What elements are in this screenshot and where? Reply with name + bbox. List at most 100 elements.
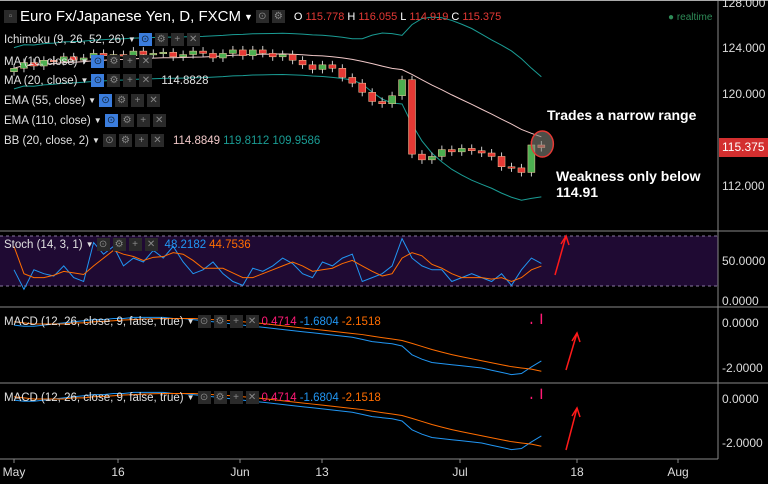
eye-icon[interactable]: ⊙	[96, 238, 110, 251]
macd-signal-value: -2.1518	[341, 315, 381, 328]
plus-icon[interactable]: +	[123, 74, 137, 87]
eye-icon[interactable]: ⊙	[91, 55, 105, 68]
time-tick: Jul	[452, 465, 468, 479]
candle-body	[497, 156, 506, 167]
realtime-status: ● realtime	[668, 12, 713, 23]
candle-body	[159, 51, 167, 54]
stoch-tick: 50.0000	[722, 254, 766, 268]
eye-icon[interactable]: ⊙	[104, 114, 118, 127]
red-arrow-icon	[565, 407, 578, 451]
eye-icon[interactable]: ⊙	[99, 94, 113, 107]
stoch-legend[interactable]: Stoch (14, 3, 1) ▼ ⊙ ⚙ + ✕ 48.2182 44.7536	[4, 238, 251, 251]
gear-icon[interactable]: ⚙	[271, 10, 285, 23]
symbol-title[interactable]: Euro Fx/Japanese Yen, D, FXCM	[20, 8, 241, 25]
eye-icon[interactable]: ⊙	[102, 134, 116, 147]
chevron-down-icon[interactable]: ▼	[186, 317, 195, 326]
chevron-down-icon[interactable]: ▼	[80, 76, 89, 85]
price-tick: 112.000	[722, 179, 765, 193]
eye-icon[interactable]: ⊙	[197, 315, 211, 328]
bb-upper-line	[13, 16, 542, 78]
plus-icon[interactable]: +	[170, 33, 184, 46]
annotation-weakness: Weakness only below	[556, 168, 701, 184]
gear-icon[interactable]: ⚙	[107, 74, 121, 87]
eye-icon[interactable]: ⊙	[255, 10, 269, 23]
red-arrow-head-icon	[571, 406, 581, 418]
chevron-down-icon[interactable]: ▼	[127, 35, 136, 44]
indicator-ichimoku[interactable]: Ichimoku (9, 26, 52, 26) ▼ ⊙ ⚙ + ✕	[4, 33, 200, 46]
last-price-label: 115.375	[719, 138, 768, 157]
candle-body	[428, 156, 436, 161]
indicator-label: Ichimoku (9, 26, 52, 26)	[4, 33, 125, 46]
macd-legend[interactable]: MACD (12, 26, close, 9, false, true) ▼ ⊙ ⚙ +…	[4, 315, 381, 328]
close-icon[interactable]: ✕	[147, 94, 161, 107]
eye-icon[interactable]: ⊙	[91, 74, 105, 87]
eye-icon[interactable]: ⊙	[138, 33, 152, 46]
collapse-icon[interactable]: ▫	[4, 10, 17, 23]
time-tick: Jun	[230, 465, 250, 479]
chevron-down-icon[interactable]: ▼	[92, 136, 100, 145]
candle-body	[249, 49, 257, 56]
gear-icon[interactable]: ⚙	[115, 94, 129, 107]
price-tick: 124.000	[722, 41, 766, 55]
candle-body	[338, 68, 347, 78]
close-icon[interactable]: ✕	[150, 134, 164, 147]
red-arrow-icon	[554, 235, 567, 276]
candle-body	[517, 167, 526, 173]
indicator-ema55[interactable]: EMA (55, close) ▼ ⊙ ⚙ + ✕	[4, 94, 161, 107]
macd-line	[13, 391, 542, 451]
candle-body	[477, 150, 486, 154]
chevron-down-icon[interactable]: ▼	[88, 96, 97, 105]
plus-icon[interactable]: +	[134, 134, 148, 147]
close-icon[interactable]: ✕	[245, 391, 259, 404]
chart-title-row: ▫ Euro Fx/Japanese Yen, D, FXCM ▼ ⊙ ⚙ O 11…	[4, 8, 501, 25]
candle-body	[348, 77, 357, 84]
gear-icon[interactable]: ⚙	[213, 391, 227, 404]
chevron-down-icon[interactable]: ▼	[243, 11, 253, 22]
close-icon[interactable]: ✕	[186, 33, 200, 46]
candle-body	[318, 64, 327, 70]
gear-icon[interactable]: ⚙	[112, 238, 126, 251]
close-icon[interactable]: ✕	[144, 238, 158, 251]
close-icon[interactable]: ✕	[139, 55, 153, 68]
candle-body	[308, 64, 317, 70]
gear-icon[interactable]: ⚙	[107, 55, 121, 68]
chevron-down-icon[interactable]: ▼	[80, 57, 89, 66]
gear-icon[interactable]: ⚙	[118, 134, 132, 147]
macd-hist-value: 0.4714	[261, 315, 297, 328]
plus-icon[interactable]: +	[136, 114, 150, 127]
close-icon[interactable]: ✕	[152, 114, 166, 127]
plus-icon[interactable]: +	[123, 55, 137, 68]
macd2-legend[interactable]: MACD (12, 26, close, 9, false, true) ▼ ⊙ ⚙ +…	[4, 391, 381, 404]
indicator-label: BB (20, close, 2)	[4, 134, 90, 147]
eye-icon[interactable]: ⊙	[197, 391, 211, 404]
gear-icon[interactable]: ⚙	[213, 315, 227, 328]
plus-icon[interactable]: +	[229, 315, 243, 328]
gear-icon[interactable]: ⚙	[120, 114, 134, 127]
gear-icon[interactable]: ⚙	[154, 33, 168, 46]
close-icon[interactable]: ✕	[245, 315, 259, 328]
macd2-tick: 0.0000	[722, 392, 759, 406]
red-arrow-icon	[565, 332, 578, 371]
highlight-ellipse	[530, 130, 555, 158]
indicator-ma20[interactable]: MA (20, close) ▼ ⊙ ⚙ + ✕ 114.8828	[4, 74, 209, 87]
close-icon[interactable]: ✕	[139, 74, 153, 87]
indicator-bb[interactable]: BB (20, close, 2) ▼ ⊙ ⚙ + ✕ 114.8849 119.8112 10…	[4, 134, 320, 147]
chevron-down-icon[interactable]: ▼	[186, 393, 195, 402]
red-arrow-head-icon	[571, 331, 581, 343]
price-tick: 120.000	[722, 87, 766, 101]
candle-body	[30, 62, 38, 67]
chevron-down-icon[interactable]: ▼	[93, 116, 102, 125]
plus-icon[interactable]: +	[229, 391, 243, 404]
candle-body	[149, 53, 158, 56]
plus-icon[interactable]: +	[131, 94, 145, 107]
time-tick: 13	[315, 465, 329, 479]
macd-value: -1.6804	[299, 315, 339, 328]
chevron-down-icon[interactable]: ▼	[85, 240, 94, 249]
indicator-ema110[interactable]: EMA (110, close) ▼ ⊙ ⚙ + ✕	[4, 114, 166, 127]
candle-body	[199, 50, 207, 54]
candle-body	[229, 49, 237, 54]
indicator-ma10[interactable]: MA (10, close) ▼ ⊙ ⚙ + ✕	[4, 55, 153, 68]
plus-icon[interactable]: +	[128, 238, 142, 251]
candle-body	[179, 54, 187, 58]
time-tick: May	[2, 465, 26, 479]
